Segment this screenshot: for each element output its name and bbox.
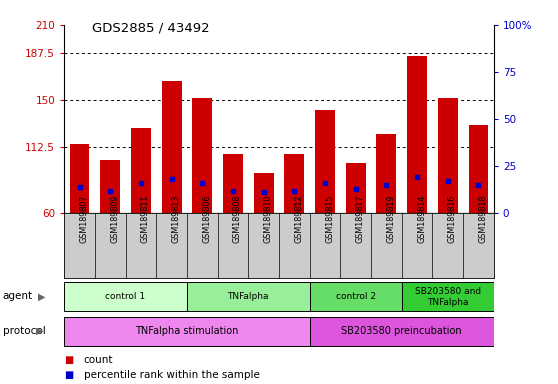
Text: GSM189810: GSM189810 — [263, 194, 273, 243]
Text: GDS2885 / 43492: GDS2885 / 43492 — [92, 21, 210, 34]
Bar — [310, 316, 494, 346]
Bar — [64, 316, 310, 346]
Bar — [407, 56, 427, 213]
Text: GSM189819: GSM189819 — [386, 194, 396, 243]
Text: agent: agent — [3, 291, 33, 301]
Bar — [70, 144, 89, 213]
Text: TNFalpha: TNFalpha — [228, 292, 269, 301]
Text: GSM189811: GSM189811 — [141, 194, 150, 243]
Text: GSM189815: GSM189815 — [325, 194, 334, 243]
Bar — [254, 173, 273, 213]
Text: ■: ■ — [64, 355, 74, 365]
Text: GSM189808: GSM189808 — [233, 194, 242, 243]
Bar — [315, 110, 335, 213]
Text: GSM189814: GSM189814 — [417, 194, 426, 243]
Bar — [100, 161, 120, 213]
Bar — [162, 81, 181, 213]
Bar — [402, 282, 494, 311]
Bar — [346, 163, 365, 213]
Text: GSM189813: GSM189813 — [171, 194, 181, 243]
Text: GSM189817: GSM189817 — [356, 194, 365, 243]
Text: protocol: protocol — [3, 326, 46, 336]
Text: ▶: ▶ — [38, 291, 45, 301]
Bar — [469, 125, 488, 213]
Bar — [131, 128, 151, 213]
Text: GSM189807: GSM189807 — [79, 194, 89, 243]
Bar — [285, 154, 304, 213]
Text: SB203580 and
TNFalpha: SB203580 and TNFalpha — [415, 286, 481, 307]
Text: ■: ■ — [64, 370, 74, 380]
Text: control 2: control 2 — [336, 292, 376, 301]
Bar — [377, 134, 396, 213]
Text: count: count — [84, 355, 113, 365]
Text: GSM189818: GSM189818 — [478, 194, 488, 243]
Text: GSM189812: GSM189812 — [295, 194, 304, 243]
Text: percentile rank within the sample: percentile rank within the sample — [84, 370, 259, 380]
Text: GSM189816: GSM189816 — [448, 194, 457, 243]
Bar — [64, 282, 187, 311]
Text: SB203580 preincubation: SB203580 preincubation — [341, 326, 462, 336]
Bar — [193, 98, 212, 213]
Text: ▶: ▶ — [36, 326, 43, 336]
Text: GSM189806: GSM189806 — [202, 194, 211, 243]
Bar — [187, 282, 310, 311]
Text: control 1: control 1 — [105, 292, 146, 301]
Bar — [310, 282, 402, 311]
Bar — [438, 98, 458, 213]
Text: TNFalpha stimulation: TNFalpha stimulation — [135, 326, 239, 336]
Bar — [223, 154, 243, 213]
Text: GSM189809: GSM189809 — [110, 194, 119, 243]
